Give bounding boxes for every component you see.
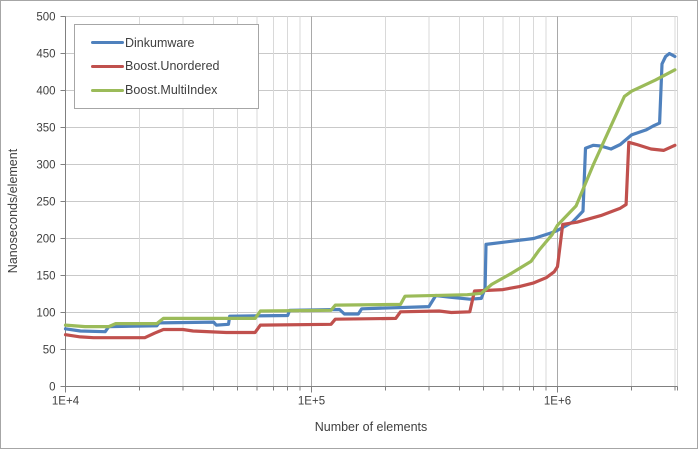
y-axis-title: Nanoseconds/element <box>6 148 20 274</box>
legend-label: Boost.Unordered <box>125 59 220 74</box>
y-tick-label: 400 <box>36 86 55 98</box>
series-line-dinkumware <box>63 51 677 334</box>
series-line-boost-unordered <box>63 140 677 340</box>
legend-line-sample <box>91 64 124 68</box>
legend-item-boost-multiindex: Boost.MultiIndex <box>91 83 254 97</box>
legend-line-sample <box>91 41 124 45</box>
y-tick-label: 250 <box>36 197 55 209</box>
y-tick-label: 450 <box>36 49 55 61</box>
legend-label: Boost.MultiIndex <box>125 83 218 98</box>
x-tick-label: 1E+5 <box>298 396 325 408</box>
x-axis-title: Number of elements <box>314 420 428 434</box>
legend: Dinkumware Boost.Unordered Boost.MultiIn… <box>74 24 259 109</box>
x-tick-label: 1E+6 <box>544 396 571 408</box>
legend-label: Dinkumware <box>125 35 195 50</box>
y-tick-label: 350 <box>36 123 55 135</box>
y-tick-label: 150 <box>36 271 55 283</box>
y-tick-label: 300 <box>36 160 55 172</box>
y-tick-label: 0 <box>49 382 55 394</box>
y-tick-label: 200 <box>36 234 55 246</box>
series-line-boost-multiindex <box>63 68 677 329</box>
y-tick-label: 100 <box>36 308 55 320</box>
legend-item-boost-unordered: Boost.Unordered <box>91 59 254 73</box>
x-tick-label: 1E+4 <box>52 396 80 408</box>
y-tick-label: 500 <box>36 12 55 24</box>
legend-item-dinkumware: Dinkumware <box>91 36 254 50</box>
legend-line-sample <box>91 88 124 92</box>
y-tick-label: 50 <box>43 345 56 357</box>
